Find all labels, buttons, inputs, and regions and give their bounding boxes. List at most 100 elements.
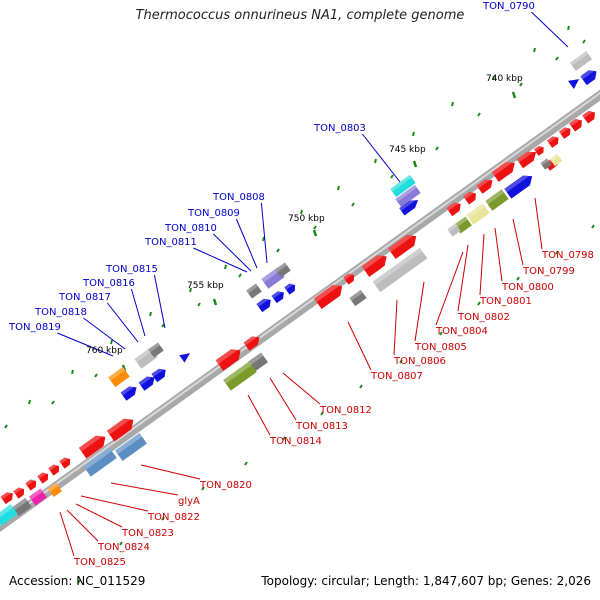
gene-feature xyxy=(399,200,419,216)
tick-mark xyxy=(276,248,280,253)
gene-feature xyxy=(476,179,493,194)
tick-mark xyxy=(359,384,363,389)
gene-feature xyxy=(256,298,271,313)
gene-feature xyxy=(215,349,241,371)
gene-label: TON_0823 xyxy=(121,528,174,539)
gene-feature xyxy=(0,504,18,526)
gene-label: TON_0822 xyxy=(147,512,200,523)
major-tick-mark xyxy=(511,91,517,99)
tick-mark xyxy=(591,224,595,229)
tick-mark xyxy=(477,301,481,306)
leader-line xyxy=(247,394,271,436)
leader-line xyxy=(140,464,201,480)
gene-feature xyxy=(275,262,291,278)
tick-mark xyxy=(51,400,55,405)
leader-line xyxy=(479,233,485,296)
gene-label: TON_0808 xyxy=(212,192,265,203)
tick-mark xyxy=(161,323,165,328)
gene-label: TON_0819 xyxy=(8,322,61,333)
gene-feature xyxy=(466,203,490,225)
gene-feature xyxy=(372,247,428,293)
leader-line xyxy=(347,321,372,371)
leader-line xyxy=(260,202,268,264)
gene-feature xyxy=(78,435,106,459)
leader-line xyxy=(80,495,149,512)
gene-feature xyxy=(568,79,580,89)
tick-mark xyxy=(161,516,165,521)
scale-label: 745 kbp xyxy=(389,145,426,155)
scale-label: 750 kbp xyxy=(288,214,325,224)
tick-mark xyxy=(110,339,113,345)
tick-mark xyxy=(201,486,205,491)
gene-feature xyxy=(546,136,559,148)
gene-feature xyxy=(148,342,164,358)
gene-feature xyxy=(108,366,130,388)
gene-feature xyxy=(446,202,461,217)
scale-label: 740 kbp xyxy=(486,74,523,84)
gene-label: TON_0807 xyxy=(370,371,423,382)
tick-mark xyxy=(516,276,520,281)
tick-mark xyxy=(567,25,570,31)
gene-feature xyxy=(0,492,13,505)
leader-line xyxy=(193,247,248,273)
tick-mark xyxy=(149,311,152,317)
gene-feature xyxy=(447,223,461,237)
tick-mark xyxy=(300,209,303,215)
tick-mark xyxy=(77,579,81,584)
gene-feature xyxy=(549,153,563,167)
leader-line xyxy=(393,299,398,356)
gene-feature xyxy=(83,447,117,477)
leader-line xyxy=(282,372,321,405)
leader-line xyxy=(213,233,252,272)
tick-mark xyxy=(119,541,123,546)
gene-label: TON_0816 xyxy=(82,278,135,289)
gene-feature xyxy=(179,353,191,363)
gene-label: TON_0801 xyxy=(479,296,532,307)
gene-label: TON_0790 xyxy=(482,1,535,12)
leader-line xyxy=(57,332,114,357)
major-tick-mark xyxy=(412,160,418,168)
gene-feature xyxy=(504,175,533,199)
leader-line xyxy=(534,197,543,250)
leader-line xyxy=(235,218,258,269)
gene-feature xyxy=(223,361,257,391)
tick-mark xyxy=(94,373,98,378)
gene-features xyxy=(0,51,597,526)
gene-labels: TON_0790 TON_0803 TON_0808 TON_0809 TON_0810… xyxy=(8,1,594,568)
gene-label: TON_0824 xyxy=(97,542,150,553)
gene-label: TON_0810 xyxy=(164,223,217,234)
tick-mark xyxy=(582,39,586,44)
tick-mark xyxy=(71,369,74,375)
gene-label: TON_0804 xyxy=(435,326,488,337)
leader-line xyxy=(66,509,99,542)
gene-feature xyxy=(25,479,37,491)
gene-label: glyA xyxy=(178,496,200,507)
tick-mark xyxy=(337,185,340,191)
gene-label: TON_0805 xyxy=(414,342,467,353)
tick-mark xyxy=(390,174,394,179)
gene-feature xyxy=(284,283,296,295)
gene-feature xyxy=(246,283,262,299)
leader-line xyxy=(362,133,401,183)
tick-mark xyxy=(351,202,355,207)
tick-mark xyxy=(451,101,454,107)
gene-label: TON_0825 xyxy=(73,557,126,568)
gene-feature xyxy=(106,418,134,442)
gene-label: TON_0818 xyxy=(34,307,87,318)
leader-line xyxy=(494,227,503,282)
gene-feature xyxy=(243,336,260,351)
gene-feature xyxy=(115,432,147,462)
leader-line xyxy=(130,288,146,337)
tick-mark xyxy=(282,436,286,441)
gene-label: TON_0800 xyxy=(501,282,554,293)
gene-label: TON_0806 xyxy=(393,356,446,367)
tick-mark xyxy=(439,331,443,336)
gene-feature xyxy=(271,291,284,304)
gene-feature xyxy=(582,110,595,124)
gene-label: TON_0820 xyxy=(199,480,252,491)
gene-feature xyxy=(534,145,544,156)
gene-feature xyxy=(48,464,60,476)
gene-feature xyxy=(485,189,509,211)
tick-mark xyxy=(399,359,403,364)
